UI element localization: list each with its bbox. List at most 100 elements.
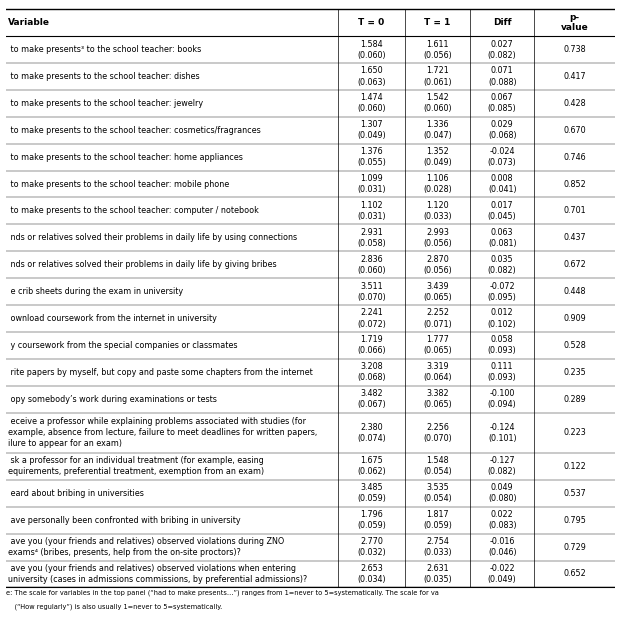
Text: Variable: Variable (8, 18, 50, 27)
Text: 1.336
(0.047): 1.336 (0.047) (423, 120, 451, 140)
Text: nds or relatives solved their problems in daily life by using connections: nds or relatives solved their problems i… (8, 233, 297, 242)
Text: 3.208
(0.068): 3.208 (0.068) (357, 362, 386, 383)
Text: 1.548
(0.054): 1.548 (0.054) (423, 456, 451, 476)
Text: 2.836
(0.060): 2.836 (0.060) (357, 255, 386, 274)
Text: p-
value: p- value (561, 13, 589, 32)
Text: y coursework from the special companies or classmates: y coursework from the special companies … (8, 341, 238, 350)
Text: 2.252
(0.071): 2.252 (0.071) (423, 309, 451, 329)
Text: 0.670: 0.670 (563, 126, 586, 135)
Text: to make presents to the school teacher: cosmetics/fragrances: to make presents to the school teacher: … (8, 126, 261, 135)
Text: 2.870
(0.056): 2.870 (0.056) (423, 255, 451, 274)
Text: 1.584
(0.060): 1.584 (0.060) (357, 40, 386, 60)
Text: to make presents to the school teacher: jewelry: to make presents to the school teacher: … (8, 99, 203, 108)
Text: 1.106
(0.028): 1.106 (0.028) (423, 174, 451, 194)
Text: 1.611
(0.056): 1.611 (0.056) (423, 40, 451, 60)
Text: 2.380
(0.074): 2.380 (0.074) (357, 423, 386, 443)
Text: 1.376
(0.055): 1.376 (0.055) (357, 147, 386, 167)
Text: eceive a professor while explaining problems associated with studies (for
exampl: eceive a professor while explaining prob… (8, 417, 317, 448)
Text: 0.058
(0.093): 0.058 (0.093) (488, 335, 517, 355)
Text: 0.071
(0.088): 0.071 (0.088) (488, 66, 517, 86)
Text: 0.111
(0.093): 0.111 (0.093) (488, 362, 517, 383)
Text: 0.852: 0.852 (563, 179, 586, 189)
Text: 1.721
(0.061): 1.721 (0.061) (423, 66, 451, 86)
Text: 1.675
(0.062): 1.675 (0.062) (357, 456, 386, 476)
Text: 1.352
(0.049): 1.352 (0.049) (423, 147, 451, 167)
Text: 1.120
(0.033): 1.120 (0.033) (423, 201, 451, 221)
Text: T = 0: T = 0 (358, 18, 384, 27)
Text: 1.102
(0.031): 1.102 (0.031) (357, 201, 386, 221)
Text: 0.067
(0.085): 0.067 (0.085) (488, 93, 517, 114)
Text: 3.482
(0.067): 3.482 (0.067) (357, 389, 386, 409)
Text: -0.072
(0.095): -0.072 (0.095) (487, 281, 517, 302)
Text: -0.124
(0.101): -0.124 (0.101) (488, 423, 517, 443)
Text: 1.817
(0.059): 1.817 (0.059) (423, 510, 452, 530)
Text: ave you (your friends and relatives) observed violations when entering
universit: ave you (your friends and relatives) obs… (8, 564, 307, 584)
Text: 0.448: 0.448 (563, 287, 586, 296)
Text: 0.049
(0.080): 0.049 (0.080) (488, 483, 517, 504)
Text: 3.485
(0.059): 3.485 (0.059) (357, 483, 386, 504)
Text: 0.063
(0.081): 0.063 (0.081) (488, 228, 517, 248)
Text: 1.777
(0.065): 1.777 (0.065) (423, 335, 451, 355)
Text: 2.931
(0.058): 2.931 (0.058) (357, 228, 386, 248)
Text: 3.382
(0.065): 3.382 (0.065) (423, 389, 451, 409)
Text: 1.474
(0.060): 1.474 (0.060) (357, 93, 386, 114)
Text: 1.796
(0.059): 1.796 (0.059) (357, 510, 386, 530)
Text: 0.672: 0.672 (563, 260, 586, 270)
Text: ave personally been confronted with bribing in university: ave personally been confronted with brib… (8, 515, 241, 525)
Text: to make presents³ to the school teacher: books: to make presents³ to the school teacher:… (8, 45, 201, 54)
Text: 0.528: 0.528 (563, 341, 586, 350)
Text: 3.319
(0.064): 3.319 (0.064) (423, 362, 451, 383)
Text: 2.241
(0.072): 2.241 (0.072) (357, 309, 386, 329)
Text: 0.223: 0.223 (563, 428, 586, 437)
Text: 2.754
(0.033): 2.754 (0.033) (423, 537, 451, 557)
Text: 2.770
(0.032): 2.770 (0.032) (357, 537, 386, 557)
Text: 0.035
(0.082): 0.035 (0.082) (488, 255, 517, 274)
Text: 1.650
(0.063): 1.650 (0.063) (357, 66, 386, 86)
Text: 0.008
(0.041): 0.008 (0.041) (488, 174, 517, 194)
Text: 2.653
(0.034): 2.653 (0.034) (357, 564, 386, 584)
Text: ave you (your friends and relatives) observed violations during ZNO
exams⁴ (brib: ave you (your friends and relatives) obs… (8, 537, 284, 557)
Text: 0.235: 0.235 (563, 368, 586, 377)
Text: opy somebody’s work during examinations or tests: opy somebody’s work during examinations … (8, 395, 217, 404)
Text: 3.511
(0.070): 3.511 (0.070) (357, 281, 386, 302)
Text: 3.439
(0.065): 3.439 (0.065) (423, 281, 451, 302)
Text: e: The scale for variables in the top panel (“had to make presents…”) ranges fro: e: The scale for variables in the top pa… (6, 590, 439, 596)
Text: 0.417: 0.417 (563, 72, 586, 81)
Text: 1.719
(0.066): 1.719 (0.066) (357, 335, 386, 355)
Text: 0.437: 0.437 (563, 233, 586, 242)
Text: -0.100
(0.094): -0.100 (0.094) (488, 389, 517, 409)
Text: 2.631
(0.035): 2.631 (0.035) (423, 564, 451, 584)
Text: 1.099
(0.031): 1.099 (0.031) (357, 174, 386, 194)
Text: 0.122: 0.122 (563, 462, 586, 471)
Text: 0.029
(0.068): 0.029 (0.068) (488, 120, 517, 140)
Text: -0.024
(0.073): -0.024 (0.073) (488, 147, 517, 167)
Text: 0.289: 0.289 (563, 395, 586, 404)
Text: 0.909: 0.909 (563, 314, 586, 323)
Text: 3.535
(0.054): 3.535 (0.054) (423, 483, 451, 504)
Text: 0.022
(0.083): 0.022 (0.083) (488, 510, 517, 530)
Text: -0.127
(0.082): -0.127 (0.082) (488, 456, 517, 476)
Text: -0.016
(0.046): -0.016 (0.046) (488, 537, 517, 557)
Text: 0.027
(0.082): 0.027 (0.082) (488, 40, 517, 60)
Text: nds or relatives solved their problems in daily life by giving bribes: nds or relatives solved their problems i… (8, 260, 277, 270)
Text: 0.738: 0.738 (563, 45, 586, 54)
Text: eard about bribing in universities: eard about bribing in universities (8, 489, 144, 498)
Text: 0.795: 0.795 (563, 515, 586, 525)
Text: 0.012
(0.102): 0.012 (0.102) (488, 309, 517, 329)
Text: T = 1: T = 1 (424, 18, 451, 27)
Text: rite papers by myself, but copy and paste some chapters from the internet: rite papers by myself, but copy and past… (8, 368, 313, 377)
Text: to make presents to the school teacher: mobile phone: to make presents to the school teacher: … (8, 179, 229, 189)
Text: 0.017
(0.045): 0.017 (0.045) (488, 201, 517, 221)
Text: 1.542
(0.060): 1.542 (0.060) (423, 93, 451, 114)
Text: sk a professor for an individual treatment (for example, easing
equirements, pre: sk a professor for an individual treatme… (8, 456, 264, 476)
Text: e crib sheets during the exam in university: e crib sheets during the exam in univers… (8, 287, 183, 296)
Text: 0.701: 0.701 (563, 206, 586, 215)
Text: to make presents to the school teacher: computer / notebook: to make presents to the school teacher: … (8, 206, 259, 215)
Text: ownload coursework from the internet in university: ownload coursework from the internet in … (8, 314, 217, 323)
Text: Diff: Diff (493, 18, 512, 27)
Text: to make presents to the school teacher: dishes: to make presents to the school teacher: … (8, 72, 200, 81)
Text: 2.256
(0.070): 2.256 (0.070) (423, 423, 451, 443)
Text: -0.022
(0.049): -0.022 (0.049) (488, 564, 517, 584)
Text: 0.652: 0.652 (563, 569, 586, 578)
Text: (“How regularly”) is also usually 1=never to 5=systematically.: (“How regularly”) is also usually 1=neve… (6, 603, 222, 610)
